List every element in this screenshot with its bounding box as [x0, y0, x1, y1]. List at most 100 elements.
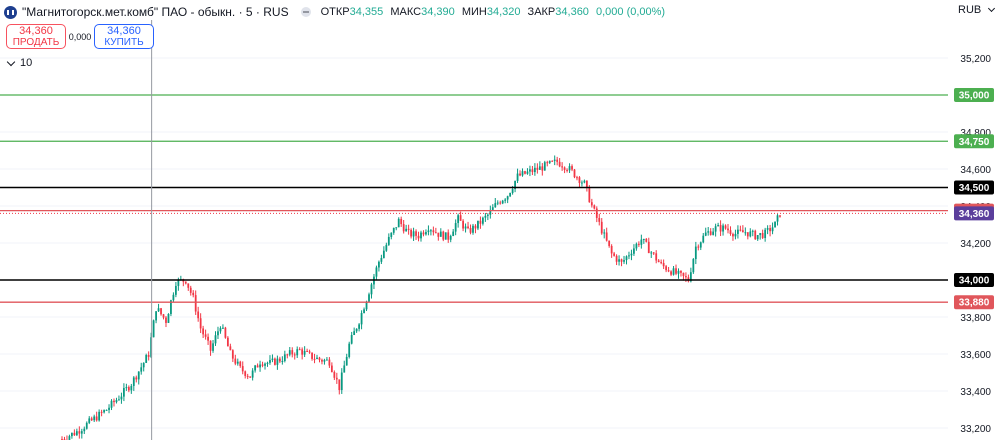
candle-body — [481, 217, 484, 224]
candle-body — [677, 270, 680, 274]
buy-button[interactable]: 34,360 КУПИТЬ — [94, 24, 154, 49]
candle-body — [415, 231, 417, 236]
candle-body — [132, 377, 135, 386]
candle-body — [472, 225, 474, 233]
price-level-label: 35,000 — [959, 91, 990, 102]
candle-body — [392, 227, 395, 233]
candle-body — [541, 166, 544, 171]
candle-body — [521, 171, 524, 176]
candle-body — [385, 244, 388, 251]
candle-body — [93, 416, 96, 421]
candle-body — [378, 261, 380, 268]
sell-label: ПРОДАТЬ — [12, 37, 60, 48]
candle-body — [256, 365, 259, 368]
ohlc-low-value: 34,320 — [486, 6, 521, 18]
price-level-label: 34,360 — [959, 209, 990, 220]
candle-body — [556, 159, 559, 162]
candle-body — [766, 228, 769, 230]
volume-toggle[interactable]: 10 — [4, 55, 36, 71]
candle-body — [761, 233, 764, 238]
price-tick-label: 33,200 — [960, 424, 991, 435]
candle-body — [239, 361, 242, 367]
candle-body — [590, 202, 593, 206]
candle-body — [301, 349, 304, 355]
candle-body — [561, 166, 564, 168]
candle-body — [524, 171, 526, 174]
candle-body — [732, 233, 734, 237]
candle-body — [652, 252, 655, 254]
candle-body — [189, 287, 192, 293]
candle-body — [489, 209, 492, 215]
candle-body — [642, 238, 645, 240]
candle-body — [583, 180, 586, 183]
candle-body — [593, 205, 596, 209]
candle-body — [73, 432, 76, 436]
candle-body — [712, 231, 715, 235]
candle-body — [330, 365, 333, 373]
candle-body — [135, 377, 138, 380]
chevron-down-icon — [988, 4, 996, 13]
candle-body — [769, 228, 771, 232]
ohlc-change-value: 0,000 (0,00%) — [596, 6, 666, 18]
candle-body — [335, 377, 338, 380]
candle-body — [467, 226, 469, 229]
candle-body — [625, 256, 628, 261]
candle-body — [479, 220, 482, 224]
currency-selector[interactable]: RUB — [958, 4, 996, 16]
candle-body — [746, 232, 749, 237]
collapse-icon[interactable] — [300, 7, 311, 17]
candle-body — [412, 231, 415, 237]
candle-body — [779, 215, 781, 217]
ohlc-close-value: 34,360 — [555, 6, 589, 18]
candle-body — [553, 159, 556, 161]
candle-body — [516, 173, 519, 181]
candle-body — [355, 328, 358, 332]
candle-body — [202, 328, 205, 335]
candle-body — [727, 228, 729, 231]
candle-body — [244, 371, 247, 376]
candle-body — [405, 228, 408, 232]
candle-body — [548, 160, 551, 163]
candle-body — [504, 199, 507, 201]
candle-body — [266, 362, 269, 364]
candle-body — [229, 346, 232, 351]
candle-body — [98, 411, 101, 421]
candle-body — [538, 166, 541, 170]
candle-body — [447, 232, 450, 240]
candle-body — [506, 196, 509, 200]
candle-body — [526, 171, 529, 174]
candle-body — [714, 226, 717, 232]
ohlc-low-label: МИН — [461, 6, 487, 18]
candle-body — [635, 243, 638, 249]
candle-body — [536, 167, 539, 170]
candle-body — [452, 231, 455, 236]
candle-body — [462, 220, 464, 229]
candle-body — [226, 337, 229, 347]
candle-body — [353, 331, 356, 336]
candle-body — [420, 232, 422, 239]
candle-body — [254, 365, 257, 371]
candle-body — [174, 285, 177, 295]
candle-body — [184, 281, 187, 284]
candle-body — [160, 308, 162, 315]
sell-button[interactable]: 34,360 ПРОДАТЬ — [6, 24, 66, 49]
candle-body — [533, 167, 536, 173]
candles — [61, 155, 781, 440]
symbol-title[interactable]: "Магнитогорск.мет.комб" ПАО - обыкн. · 5… — [22, 5, 289, 19]
candle-body — [231, 350, 234, 359]
candle-body — [269, 360, 271, 363]
candle-body — [603, 232, 606, 234]
candle-body — [323, 359, 326, 362]
candle-body — [588, 187, 591, 203]
candle-body — [469, 228, 472, 233]
price-levels[interactable] — [0, 94, 952, 303]
candle-body — [694, 246, 697, 260]
candle-body — [75, 431, 78, 436]
candle-body — [741, 230, 744, 233]
candle-body — [278, 358, 281, 362]
candle-body — [207, 336, 209, 341]
buy-label: КУПИТЬ — [104, 37, 144, 48]
candle-body — [618, 259, 620, 262]
candle-body — [682, 272, 685, 277]
